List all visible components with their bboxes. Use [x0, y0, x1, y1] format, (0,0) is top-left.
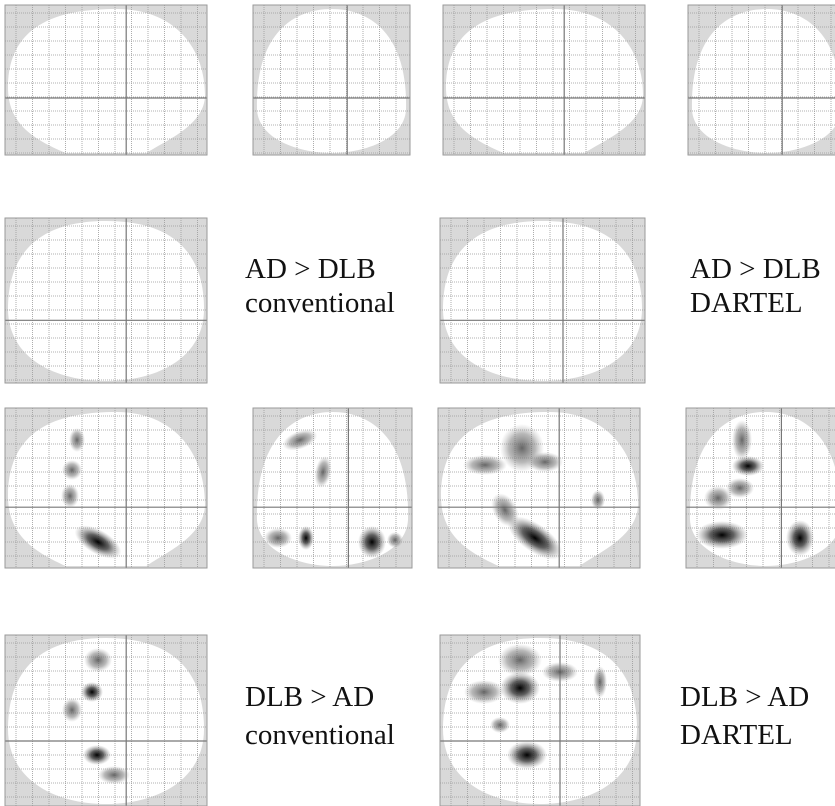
activation-blob	[62, 698, 82, 722]
activation-blob	[83, 745, 111, 765]
method-label: conventional	[245, 719, 395, 751]
activation-blob	[593, 666, 607, 698]
brain-outline	[8, 9, 205, 153]
brain-view	[5, 218, 207, 383]
contrast-label: DLB > AD	[680, 681, 809, 713]
brain-view	[5, 5, 207, 155]
activation-blob	[696, 521, 748, 549]
activation-blob	[69, 428, 85, 452]
brain-outline	[8, 221, 204, 381]
activation-blob	[490, 717, 510, 733]
activation-blob	[264, 528, 292, 548]
contrast-label: AD > DLB	[690, 253, 821, 285]
activation-blob	[387, 532, 403, 548]
activation-blob	[84, 648, 112, 672]
brain-outline	[446, 9, 643, 153]
brain-outline	[443, 221, 642, 381]
activation-blob	[464, 680, 504, 704]
activation-blob	[498, 644, 542, 676]
method-label: DARTEL	[680, 719, 793, 751]
activation-blob	[61, 484, 79, 508]
activation-blob	[500, 672, 540, 704]
activation-blob	[542, 662, 578, 682]
activation-blob	[358, 526, 386, 558]
brain-view	[443, 5, 645, 155]
brain-view	[688, 5, 835, 155]
brain-view	[440, 218, 645, 383]
activation-blob	[732, 420, 752, 460]
contrast-label: DLB > AD	[245, 681, 374, 713]
activation-blob	[463, 455, 507, 475]
activation-blob	[591, 490, 605, 510]
activation-blob	[507, 741, 547, 769]
activation-blob	[81, 682, 103, 702]
activation-blob	[298, 526, 314, 550]
activation-blob	[732, 456, 764, 476]
activation-blob	[62, 460, 82, 480]
activation-blob	[726, 478, 754, 498]
figure: AD > DLB conventional AD > DLB DARTEL DL…	[0, 0, 835, 806]
contrast-label: AD > DLB	[245, 253, 376, 285]
method-label: conventional	[245, 287, 395, 319]
activation-blob	[527, 452, 563, 472]
brain-view	[253, 5, 410, 155]
activation-blob	[98, 766, 130, 784]
activation-blob	[786, 520, 814, 556]
method-label: DARTEL	[690, 287, 803, 319]
